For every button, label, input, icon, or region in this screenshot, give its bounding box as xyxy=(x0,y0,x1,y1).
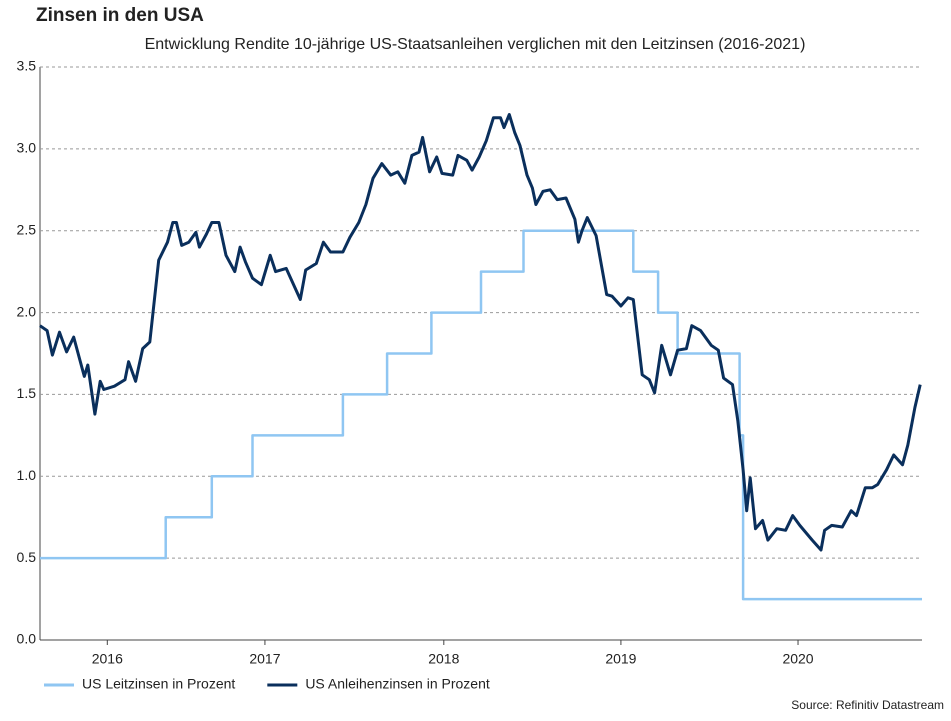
series-line xyxy=(40,229,922,601)
y-tick-label: 1.0 xyxy=(17,467,37,483)
series-line xyxy=(39,113,922,552)
y-tick-label: 1.5 xyxy=(17,385,37,401)
chart-subtitle: Entwicklung Rendite 10-jährige US-Staats… xyxy=(145,36,806,53)
x-tick-label: 2016 xyxy=(92,651,123,667)
x-tick-label: 2020 xyxy=(782,651,813,667)
x-tick-label: 2017 xyxy=(249,651,280,667)
legend-label: US Anleihenzinsen in Prozent xyxy=(305,676,490,692)
y-tick-label: 3.0 xyxy=(17,140,37,156)
y-tick-label: 3.5 xyxy=(17,58,37,74)
x-tick-label: 2018 xyxy=(428,651,459,667)
source: Source: Refinitiv Datastream xyxy=(791,698,944,712)
legend-label: US Leitzinsen in Prozent xyxy=(82,676,235,692)
y-tick-label: 0.0 xyxy=(17,631,37,647)
y-tick-label: 2.0 xyxy=(17,303,37,319)
x-tick-label: 2019 xyxy=(605,651,636,667)
y-tick-label: 2.5 xyxy=(17,221,37,237)
y-tick-label: 0.5 xyxy=(17,549,37,565)
chart-title: Zinsen in den USA xyxy=(36,5,204,26)
